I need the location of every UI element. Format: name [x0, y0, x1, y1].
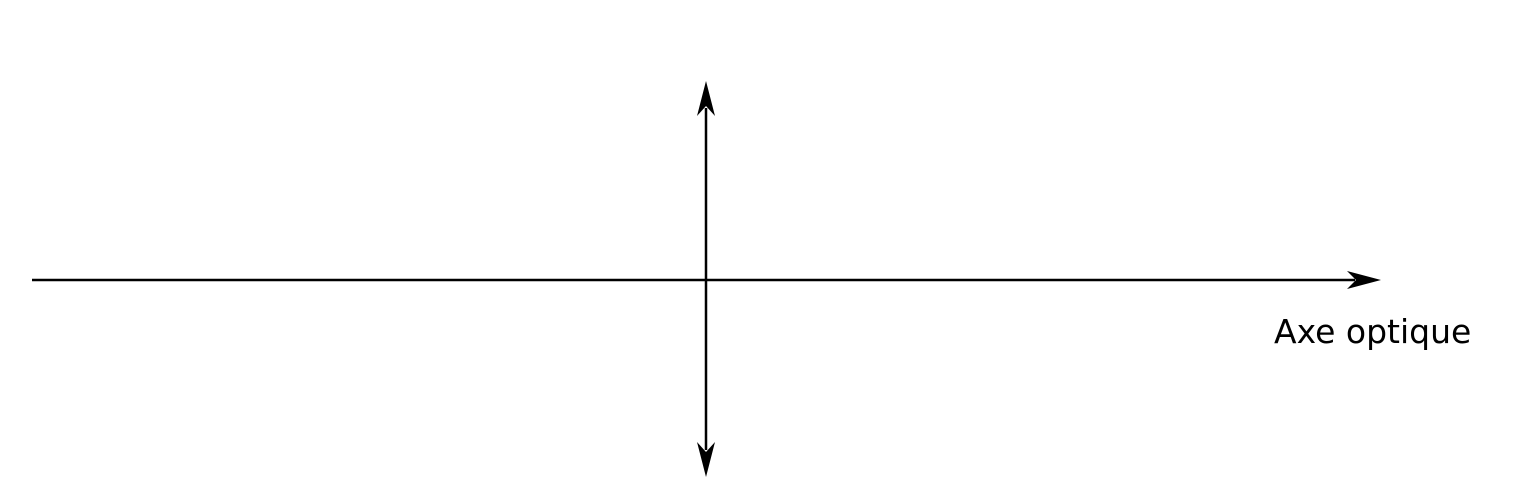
lens-top-arrowhead [697, 81, 715, 116]
optical-axis-label: Axe optique [1274, 312, 1471, 351]
optical-axis-arrowhead [1347, 271, 1381, 289]
lens-bottom-arrowhead [697, 442, 715, 477]
